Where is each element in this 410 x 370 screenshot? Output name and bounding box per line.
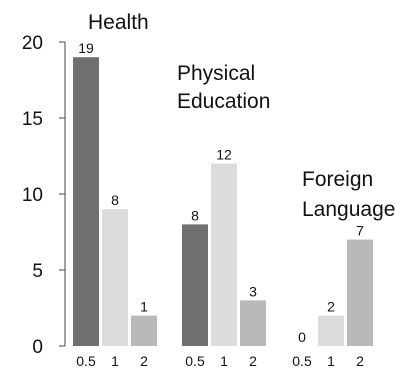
group-label: Foreign	[302, 168, 373, 191]
group-label: Health	[88, 11, 149, 34]
labels: 190.58112Health80.512132PhysicalEducatio…	[76, 11, 395, 369]
bar	[240, 300, 266, 346]
x-tick-label: 1	[220, 353, 228, 369]
bar	[347, 239, 373, 346]
data-label: 7	[356, 223, 364, 239]
y-tick-label: 0	[32, 337, 43, 358]
y-tick-label: 15	[22, 109, 43, 130]
x-tick-label: 0.5	[76, 353, 96, 369]
x-tick-label: 2	[356, 353, 364, 369]
group-label: Education	[177, 90, 270, 113]
bar	[211, 163, 237, 346]
x-tick-label: 0.5	[292, 353, 312, 369]
data-label: 8	[111, 192, 119, 208]
data-label: 8	[191, 207, 199, 223]
data-label: 1	[140, 299, 148, 315]
group-label: Language	[302, 198, 395, 221]
x-tick-label: 1	[327, 353, 335, 369]
x-tick-label: 0.5	[185, 353, 205, 369]
y-axis: 0 5 10 15 20	[22, 33, 66, 358]
group-label: Physical	[177, 62, 255, 85]
data-label: 0	[298, 329, 306, 345]
data-label: 3	[249, 283, 257, 299]
data-label: 12	[216, 147, 232, 163]
y-tick-label: 20	[22, 33, 43, 54]
bar	[318, 315, 344, 346]
x-tick-label: 2	[140, 353, 148, 369]
x-tick-label: 1	[111, 353, 119, 369]
bar	[102, 209, 128, 346]
data-label: 19	[78, 40, 94, 56]
bar	[131, 315, 157, 346]
x-tick-label: 2	[249, 353, 257, 369]
bar	[73, 57, 99, 346]
bars	[73, 57, 373, 346]
bar	[182, 224, 208, 346]
y-tick-label: 10	[22, 185, 43, 206]
data-label: 2	[327, 299, 335, 315]
y-tick-label: 5	[32, 261, 43, 282]
